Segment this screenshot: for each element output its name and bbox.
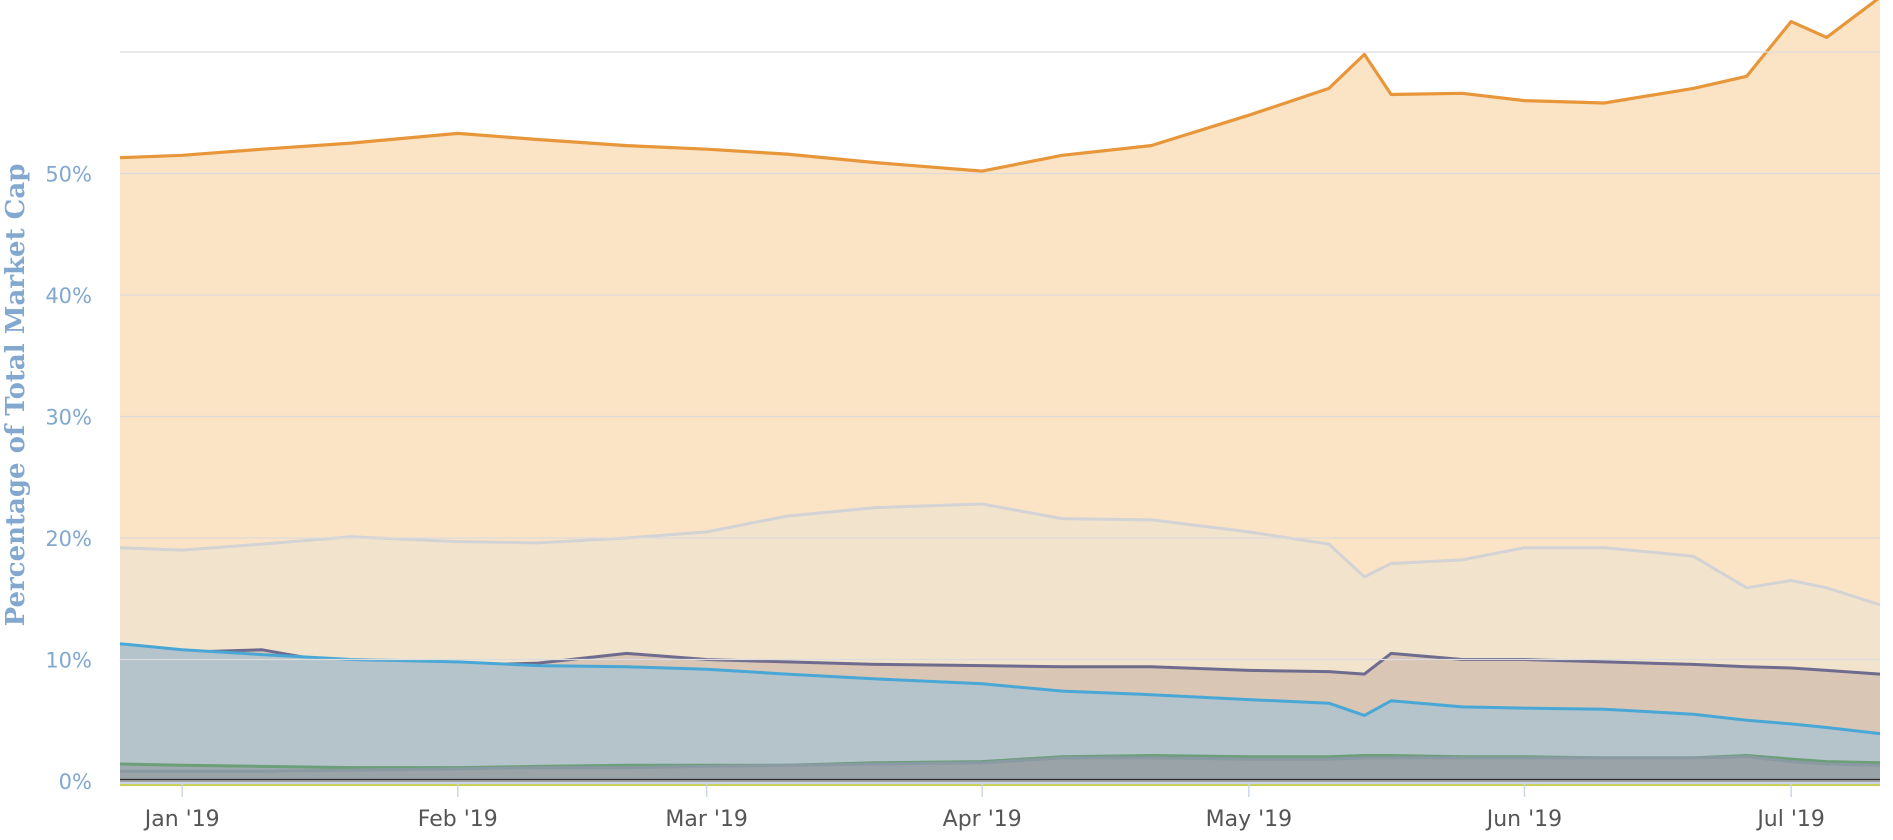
series-6-line[interactable] (120, 755, 1881, 773)
series-2-line[interactable] (119, 502, 1881, 607)
series-layer (119, 0, 1881, 787)
grid-layer (120, 51, 1880, 782)
series-4-line[interactable] (119, 642, 1881, 736)
x-tick-label: Jan '19 (143, 807, 220, 832)
x-tick-label: Jun '19 (1485, 807, 1562, 832)
series-4-area (120, 643, 1880, 783)
x-tick-label: May '19 (1206, 807, 1293, 832)
y-tick-label: 30% (45, 406, 92, 430)
x-axis: Jan '19 Feb '19 Mar '19 Apr '19 May '19 Jun '… (120, 782, 1880, 832)
y-tick-label: 10% (45, 649, 92, 673)
y-tick-label: 50% (45, 163, 92, 187)
x-tick-label: Mar '19 (665, 807, 748, 832)
x-tick-label: Apr '19 (943, 807, 1022, 832)
series-1-line[interactable] (119, 0, 1880, 173)
y-tick-label: 40% (45, 284, 92, 308)
x-tick-label: Feb '19 (418, 807, 498, 832)
y-axis: 0% 10% 20% 30% 40% 50% (45, 163, 92, 795)
series-6-area (120, 756, 1880, 783)
y-tick-label: 0% (59, 770, 92, 794)
y-tick-label: 20% (45, 527, 92, 551)
y-axis-title: Percentage of Total Market Cap (1, 164, 31, 627)
x-tick-label: Jul '19 (1755, 807, 1825, 832)
